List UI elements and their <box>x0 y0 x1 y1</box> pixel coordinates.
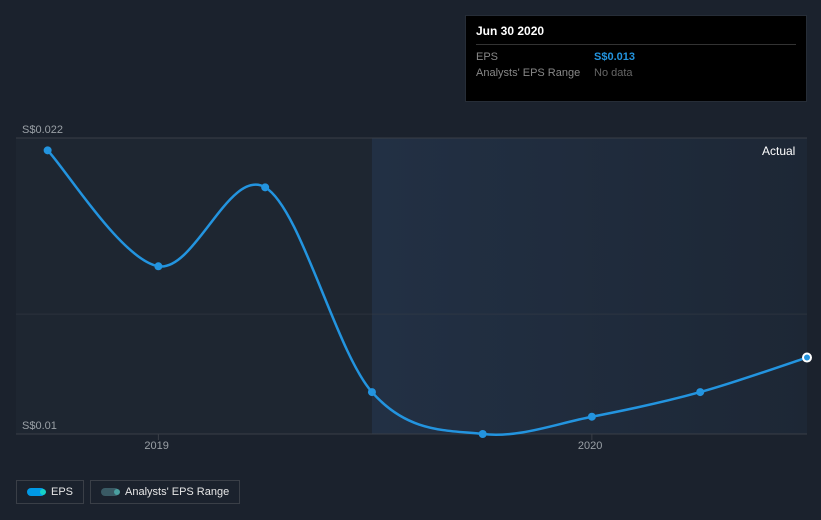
legend-label: EPS <box>51 486 73 498</box>
legend-swatch <box>101 488 119 496</box>
legend: EPS Analysts' EPS Range <box>16 480 240 504</box>
y-tick-label: S$0.01 <box>22 420 57 432</box>
tooltip-label: EPS <box>476 51 594 63</box>
eps-chart: Actual Jun 30 2020 EPS S$0.013 Analysts'… <box>0 0 821 520</box>
chart-marker[interactable] <box>696 388 704 396</box>
actual-label: Actual <box>762 144 795 158</box>
chart-marker[interactable] <box>803 354 811 362</box>
tooltip-title: Jun 30 2020 <box>476 24 796 45</box>
chart-marker[interactable] <box>368 388 376 396</box>
point-tooltip: Jun 30 2020 EPS S$0.013 Analysts' EPS Ra… <box>466 16 806 101</box>
legend-label: Analysts' EPS Range <box>125 486 229 498</box>
tooltip-value-nodata: No data <box>594 67 633 79</box>
legend-item[interactable]: Analysts' EPS Range <box>90 480 240 504</box>
chart-marker[interactable] <box>479 430 487 438</box>
chart-marker[interactable] <box>154 262 162 270</box>
x-tick-label: 2019 <box>144 440 168 452</box>
chart-marker[interactable] <box>44 146 52 154</box>
tooltip-value-eps: S$0.013 <box>594 51 635 63</box>
chart-marker[interactable] <box>261 183 269 191</box>
x-tick-label: 2020 <box>578 440 602 452</box>
legend-swatch <box>27 488 45 496</box>
y-tick-label: S$0.022 <box>22 124 63 136</box>
legend-item[interactable]: EPS <box>16 480 84 504</box>
tooltip-label: Analysts' EPS Range <box>476 67 594 79</box>
tooltip-row-eps: EPS S$0.013 <box>476 49 796 65</box>
chart-marker[interactable] <box>588 413 596 421</box>
tooltip-row-range: Analysts' EPS Range No data <box>476 65 796 81</box>
